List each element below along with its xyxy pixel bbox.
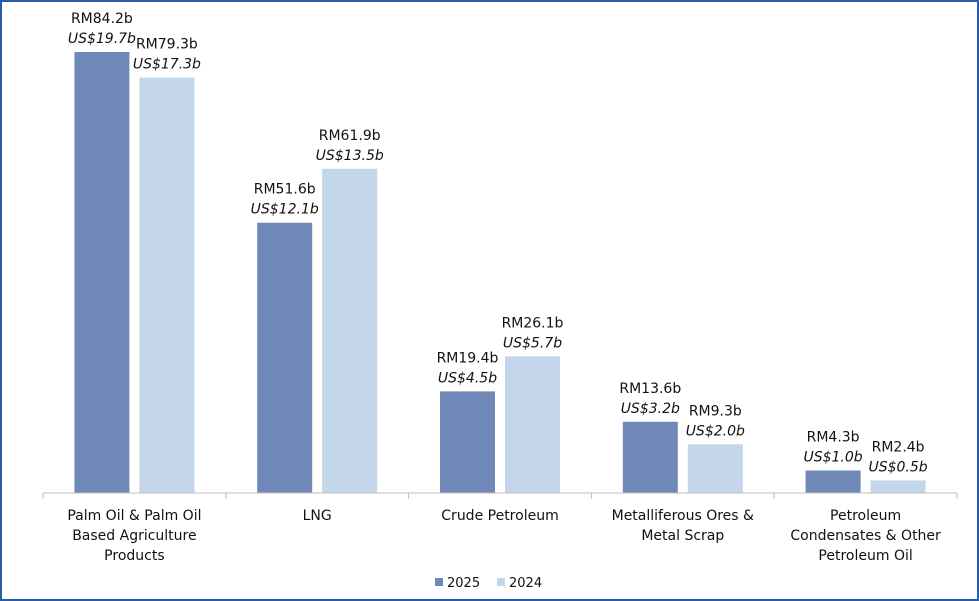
bar-2025-2 [440, 391, 495, 493]
data-label-usd: US$17.3b [133, 57, 201, 73]
category-label: LNG [303, 508, 332, 524]
category-label: Metalliferous Ores & [612, 508, 754, 524]
legend-swatch-2024 [497, 578, 505, 586]
bar-2025-0 [74, 52, 130, 493]
data-label-usd: US$12.1b [251, 202, 319, 218]
category-labels-group: Palm Oil & Palm Oil Based Agriculture Prod… [67, 508, 941, 564]
bars-group [74, 52, 926, 494]
data-label-usd: US$5.7b [503, 335, 562, 351]
bar-2025-3 [622, 421, 678, 493]
legend-swatch-2025 [435, 578, 443, 586]
category-label: Condensates & Other [790, 528, 941, 544]
bar-2025-1 [257, 222, 313, 493]
category-label: Products [104, 548, 164, 564]
category-label: Palm Oil & Palm Oil [67, 508, 201, 524]
data-label-rm: RM51.6b [254, 182, 316, 198]
legend: 2025 2024 [435, 576, 542, 591]
legend-label-2024: 2024 [509, 576, 542, 591]
x-axis-ticks [42, 493, 958, 499]
bar-2024-3 [687, 444, 743, 493]
legend-label-2025: 2025 [447, 576, 480, 591]
data-label-rm: RM4.3b [807, 429, 860, 445]
data-label-usd: US$0.5b [868, 459, 927, 475]
data-label-rm: RM79.3b [136, 37, 198, 53]
data-labels-group: RM84.2b US$19.7b RM79.3b US$17.3b RM51.6b US$… [68, 11, 928, 475]
bar-2024-1 [322, 168, 378, 493]
data-label-usd: US$19.7b [68, 31, 136, 47]
category-label: Based Agriculture [72, 528, 196, 544]
data-label-rm: RM61.9b [319, 128, 381, 144]
data-label-usd: US$13.5b [316, 148, 384, 164]
data-label-usd: US$1.0b [803, 449, 862, 465]
category-label: Metal Scrap [641, 528, 724, 544]
data-label-rm: RM26.1b [502, 315, 564, 331]
data-label-usd: US$3.2b [621, 401, 680, 417]
data-label-rm: RM2.4b [872, 439, 925, 455]
category-label: Petroleum Oil [818, 548, 912, 564]
data-label-usd: US$2.0b [686, 423, 745, 439]
data-label-rm: RM19.4b [437, 350, 499, 366]
data-label-rm: RM9.3b [689, 403, 742, 419]
bar-2024-4 [870, 480, 926, 493]
data-label-usd: US$4.5b [438, 370, 497, 386]
category-label: Crude Petroleum [441, 508, 558, 524]
bar-2025-4 [805, 470, 861, 493]
data-label-rm: RM13.6b [619, 381, 681, 397]
bar-2024-2 [505, 356, 560, 493]
category-label: Petroleum [830, 508, 901, 524]
data-label-rm: RM84.2b [71, 11, 133, 27]
bar-2024-0 [139, 77, 195, 494]
